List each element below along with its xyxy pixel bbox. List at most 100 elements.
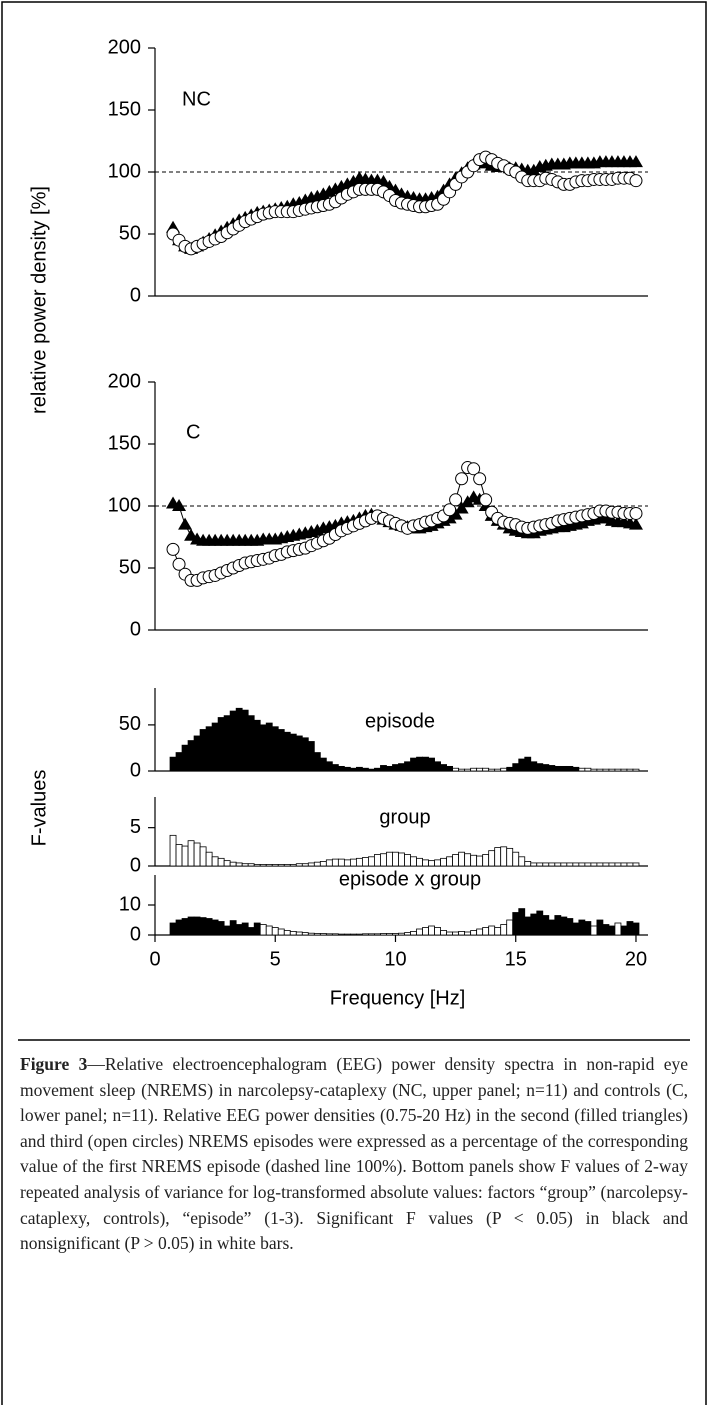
y-tick-label: 0 xyxy=(130,284,141,306)
circle-marker xyxy=(467,462,481,476)
bar xyxy=(548,862,556,867)
bar xyxy=(572,922,580,936)
bar xyxy=(584,767,592,772)
bar xyxy=(512,851,520,867)
bar xyxy=(217,857,225,867)
bar xyxy=(422,927,429,936)
bar xyxy=(283,930,291,936)
bar xyxy=(211,919,219,936)
bar xyxy=(386,765,393,772)
bar xyxy=(380,933,387,936)
bar xyxy=(277,729,285,772)
triangle-marker xyxy=(454,501,469,514)
bar xyxy=(614,922,622,936)
bar xyxy=(259,924,267,936)
bar xyxy=(307,862,315,867)
bar xyxy=(289,733,297,772)
bar xyxy=(596,919,604,936)
bar xyxy=(542,862,550,867)
bar xyxy=(362,767,369,772)
bar xyxy=(440,930,447,936)
bar xyxy=(193,735,201,772)
bar xyxy=(446,765,454,772)
bar xyxy=(187,740,195,772)
bar xyxy=(536,763,544,772)
y-tick-label: 100 xyxy=(108,160,141,182)
x-tick-label: 10 xyxy=(384,948,406,970)
bar xyxy=(241,709,249,772)
bar xyxy=(253,864,261,867)
bar xyxy=(434,927,441,936)
bar xyxy=(235,707,243,772)
triangle-marker xyxy=(448,507,463,520)
y-axis-label: F-values xyxy=(28,770,50,847)
bar xyxy=(416,928,423,936)
bar xyxy=(337,858,345,867)
bar xyxy=(512,912,520,936)
bar xyxy=(175,752,183,772)
bar xyxy=(295,863,303,867)
bar xyxy=(434,761,441,772)
bar xyxy=(524,861,532,867)
bar xyxy=(488,850,496,867)
bar xyxy=(470,930,478,936)
bar xyxy=(536,910,544,936)
bar xyxy=(446,931,454,936)
triangle-marker xyxy=(628,155,643,168)
bar xyxy=(265,864,273,867)
circle-marker xyxy=(166,542,180,556)
bar xyxy=(626,768,634,772)
bar xyxy=(386,933,393,936)
bar xyxy=(253,922,261,936)
bar xyxy=(458,931,466,936)
bar xyxy=(283,731,291,772)
bar xyxy=(289,931,297,936)
bar xyxy=(301,932,309,936)
bar xyxy=(548,919,556,936)
bar xyxy=(632,922,640,936)
bar xyxy=(524,756,532,772)
bar xyxy=(602,924,610,936)
bar xyxy=(422,859,429,867)
bar xyxy=(325,933,333,936)
bar xyxy=(620,768,628,772)
bar xyxy=(584,862,592,867)
bar xyxy=(181,845,189,867)
bar xyxy=(608,768,616,772)
bar xyxy=(626,862,634,867)
bar xyxy=(181,918,189,936)
bar xyxy=(530,761,538,772)
bar xyxy=(578,767,586,772)
y-tick-label: 150 xyxy=(108,432,141,454)
bar xyxy=(235,862,243,867)
bar xyxy=(434,859,441,867)
bar xyxy=(596,862,604,867)
bar xyxy=(259,864,267,867)
bar xyxy=(476,767,484,772)
bar xyxy=(337,765,345,772)
bar xyxy=(398,763,405,772)
bar xyxy=(596,768,604,772)
bar xyxy=(181,744,189,772)
bar xyxy=(229,710,237,772)
bar xyxy=(410,757,417,772)
bar xyxy=(199,917,207,936)
bar xyxy=(295,931,303,936)
bar xyxy=(626,921,634,936)
caption-label: Figure 3 xyxy=(20,1054,88,1074)
bar xyxy=(458,851,466,867)
bar xyxy=(374,854,381,867)
triangle-marker xyxy=(628,517,643,530)
bar xyxy=(470,854,478,867)
bar xyxy=(368,768,375,772)
panel-label: NC xyxy=(182,88,211,110)
bar xyxy=(482,927,490,936)
bar xyxy=(356,766,363,772)
bar xyxy=(187,916,195,936)
bar xyxy=(217,717,225,772)
bar xyxy=(301,863,309,867)
bar xyxy=(560,862,568,867)
circle-marker xyxy=(473,472,487,486)
bar xyxy=(392,764,399,772)
